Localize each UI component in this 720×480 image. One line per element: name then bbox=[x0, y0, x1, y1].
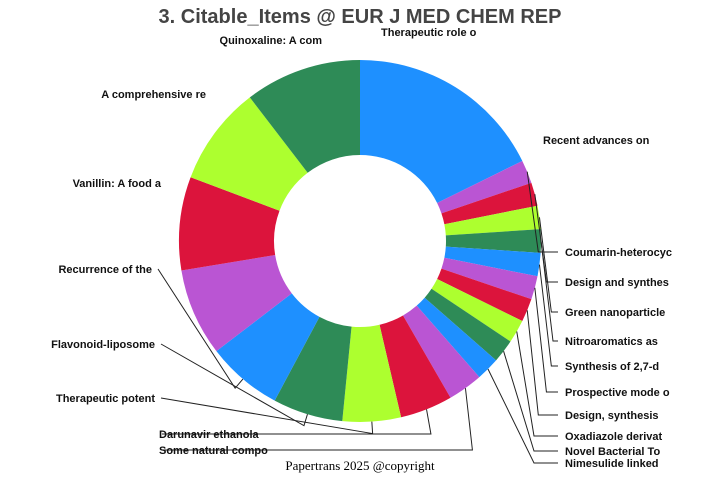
slice-design-synthesis bbox=[437, 268, 532, 322]
slice-label-flavonoid-liposome: Flavonoid-liposome bbox=[51, 339, 155, 351]
slice-label-therapeutic-potent: Therapeutic potent bbox=[56, 393, 155, 405]
slice-green-nanoparticle bbox=[444, 205, 541, 236]
leader-line-coumarin-heterocyc bbox=[526, 171, 558, 253]
slice-label-oxadiazole-derivat: Oxadiazole derivat bbox=[565, 431, 663, 443]
slice-label-nitroaromatics-as: Nitroaromatics as bbox=[565, 336, 658, 348]
slice-recent-advances-on bbox=[360, 60, 523, 203]
slice-label-green-nanoparticle: Green nanoparticle bbox=[565, 307, 665, 319]
slice-prospective-mode-o bbox=[441, 257, 538, 300]
slice-recurrence-of-the bbox=[216, 293, 320, 401]
slice-flavonoid-liposome bbox=[274, 316, 352, 422]
slice-label-some-natural-compo: Some natural compo bbox=[159, 445, 268, 457]
leader-line-prospective-mode-o bbox=[534, 287, 558, 393]
slice-a-comprehensive-re bbox=[179, 177, 280, 271]
leader-line-nimesulide-linked bbox=[487, 368, 558, 464]
copyright-footer: Papertrans 2025 @copyright bbox=[285, 458, 435, 473]
slice-label-a-comprehensive-re: A comprehensive re bbox=[101, 89, 206, 101]
slice-therapeutic-potent bbox=[342, 324, 402, 422]
leader-line-therapeutic-role-o bbox=[284, 58, 302, 69]
leader-line-design-and-synthes bbox=[534, 194, 558, 283]
slice-label-novel-bacterial-to: Novel Bacterial To bbox=[565, 446, 660, 458]
leader-line-a-comprehensive-re bbox=[154, 222, 180, 223]
slice-label-recent-advances-on: Recent advances on bbox=[543, 135, 650, 147]
slice-label-darunavir-ethanola: Darunavir ethanola bbox=[159, 429, 260, 441]
leader-line-recurrence-of-the bbox=[157, 268, 244, 390]
slice-nimesulide-linked bbox=[416, 297, 497, 378]
slice-label-design-and-synthes: Design and synthes bbox=[565, 277, 669, 289]
leader-line-some-natural-compo bbox=[162, 388, 473, 451]
leader-line-oxadiazole-derivat bbox=[516, 331, 558, 437]
chart-title: 3. Citable_Items @ EUR J MED CHEM REP bbox=[158, 6, 562, 28]
slice-design-and-synthes bbox=[441, 182, 538, 225]
slice-label-synthesis-of-2-7-d: Synthesis of 2,7-d bbox=[565, 361, 659, 373]
slice-label-nimesulide-linked: Nimesulide linked bbox=[565, 458, 659, 470]
leader-line-flavonoid-liposome bbox=[160, 343, 308, 427]
leader-line-darunavir-ethanola bbox=[162, 409, 432, 435]
slice-therapeutic-role-o bbox=[249, 60, 360, 173]
leader-line-novel-bacterial-to bbox=[503, 351, 558, 452]
slice-label-vanillin-a-food-a: Vanillin: A food a bbox=[73, 178, 162, 190]
slice-label-quinoxaline-a-com: Quinoxaline: A com bbox=[220, 35, 323, 47]
slice-vanillin-a-food-a bbox=[181, 255, 292, 352]
slice-novel-bacterial-to bbox=[424, 288, 511, 361]
slice-label-therapeutic-role-o: Therapeutic role o bbox=[381, 27, 477, 39]
leader-line-recent-advances-on bbox=[456, 77, 476, 87]
slice-coumarin-heterocyc bbox=[437, 160, 532, 214]
slice-oxadiazole-derivat bbox=[431, 279, 523, 342]
slice-label-coumarin-heterocyc: Coumarin-heterocyc bbox=[565, 247, 672, 259]
slice-quinoxaline-a-com bbox=[190, 97, 308, 211]
leader-line-design-synthesis bbox=[526, 310, 558, 416]
slice-nitroaromatics-as bbox=[445, 229, 542, 253]
slice-synthesis-of-2-7-d bbox=[444, 246, 541, 277]
slice-some-natural-compo bbox=[403, 305, 480, 398]
leader-line-vanillin-a-food-a bbox=[169, 313, 194, 318]
leader-line-therapeutic-potent bbox=[160, 397, 374, 435]
leader-line-synthesis-of-2-7-d bbox=[538, 264, 558, 367]
slice-darunavir-ethanola bbox=[379, 315, 451, 418]
leader-line-quinoxaline-a-com bbox=[191, 126, 215, 133]
slice-label-recurrence-of-the: Recurrence of the bbox=[58, 264, 152, 276]
slice-label-design-synthesis: Design, synthesis bbox=[565, 410, 659, 422]
slice-label-prospective-mode-o: Prospective mode o bbox=[565, 387, 670, 399]
leader-line-green-nanoparticle bbox=[538, 217, 558, 313]
leader-line-nitroaromatics-as bbox=[540, 240, 558, 342]
